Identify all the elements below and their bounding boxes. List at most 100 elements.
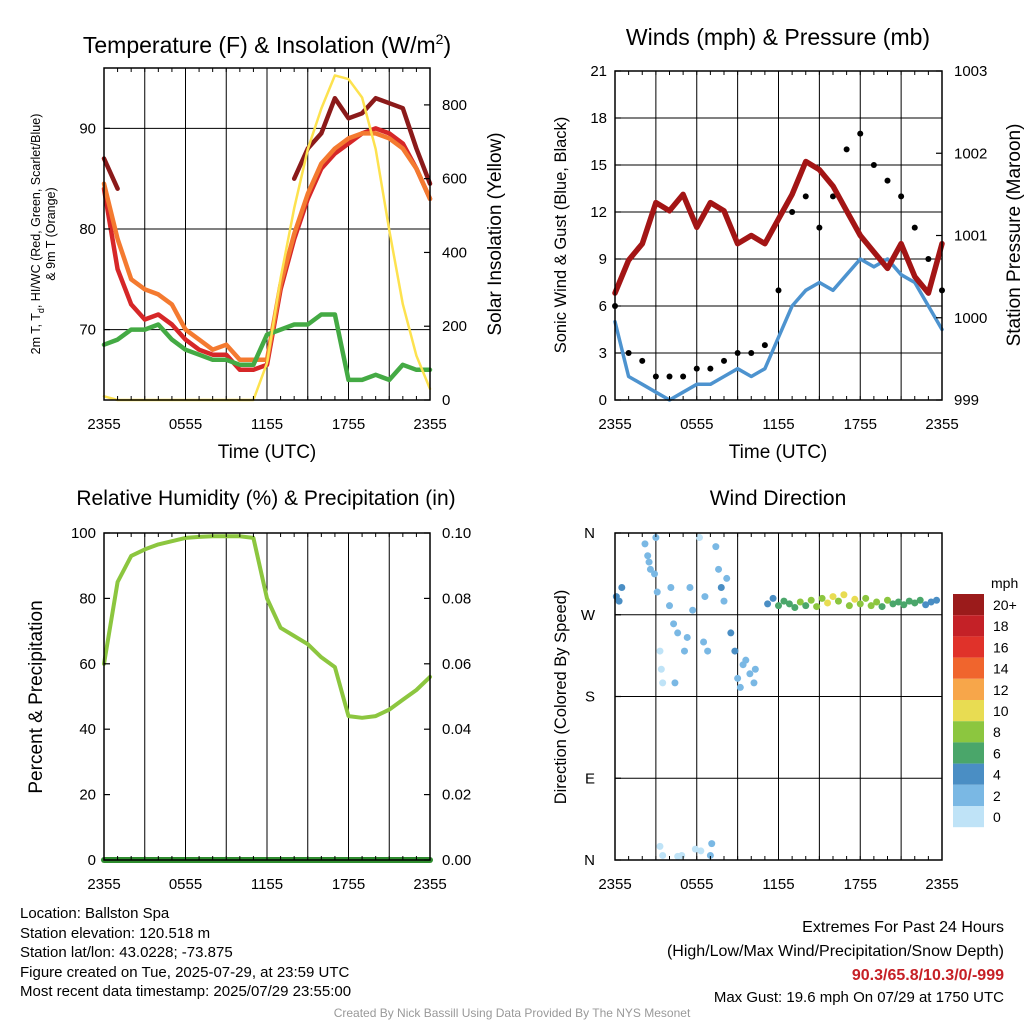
y-tick-label: N [584,525,595,542]
pressure-line [612,158,945,296]
direction-point [717,584,725,591]
direction-point [670,620,678,628]
legend-label: 14 [993,661,1009,677]
y-tick-label: 60 [79,656,96,673]
x-tick-label: 2355 [87,876,120,893]
direction-point [802,602,810,610]
legend-label: 2 [993,788,1001,804]
y-tick-label: 9 [599,251,607,268]
y2-tick-label: 1000 [954,310,987,327]
x-tick-label: 1155 [762,876,794,893]
rh-title: Relative Humidity (%) & Precipitation (i… [76,487,455,510]
extremes-values: 90.3/65.8/10.3/0/-999 [851,967,1004,984]
legend-swatch [953,721,984,743]
direction-point [736,683,744,691]
legend-label: 18 [993,618,1009,634]
direction-point [656,842,664,850]
temp-ylabel-left-line2: & 9m T (Orange) [44,187,58,280]
humidity-line [102,534,432,720]
direction-point [644,552,652,560]
direction-point [775,602,782,610]
gust-point [666,373,673,380]
direction-point [796,598,804,606]
dir-points [612,534,941,860]
dir-grid [615,533,942,860]
direction-point [657,665,665,673]
direction-point [700,638,708,646]
y2-tick-label: 800 [442,97,467,114]
x-tick-label: 2355 [87,416,120,433]
legend-swatch [953,806,984,828]
direction-point [824,599,832,607]
y-tick-label: 21 [590,63,607,80]
y-tick-label: 90 [79,120,96,137]
credit-line: Created By Nick Bassill Using Data Provi… [333,1006,691,1020]
legend-swatch [953,763,984,785]
direction-point [689,606,697,614]
direction-point [680,647,688,655]
gust-point [870,162,877,168]
y-tick-label: 15 [590,157,607,174]
wind-ylabel-right: Station Pressure (Maroon) [1004,124,1024,347]
direction-point [653,588,661,596]
y2-tick-label: 0 [442,392,450,409]
y-tick-label: 12 [590,204,607,221]
direction-point [867,602,875,610]
direction-point [723,574,731,582]
y-tick-label: 0 [599,392,607,409]
y2-tick-label: 0.06 [442,656,471,673]
gust-point [639,357,646,364]
gust-point [898,193,905,200]
rh-ticks: 2355 0555 1155 1755 2355 0 20 40 60 80 100 0.00 0.02… [71,525,471,893]
direction-point [764,600,772,608]
station-elevation: Station elevation: 120.518 m [20,924,211,942]
temp-series-line [101,95,433,191]
direction-point [785,600,793,608]
direction-point [645,558,653,566]
direction-point [878,603,886,611]
x-tick-label: 0555 [680,416,713,433]
direction-point [712,543,720,551]
x-tick-label: 1155 [251,416,283,433]
direction-point [933,596,941,604]
y2-tick-label: 0.04 [442,721,471,738]
direction-point [911,599,919,607]
direction-point [813,603,821,611]
extremes-box: Extremes For Past 24 Hours (High/Low/Max… [667,916,1004,1008]
panel-temperature: 2355 0555 1155 1755 23557080900200400600800 … [29,31,506,463]
gust-point [843,146,850,153]
y2-tick-label: 0.02 [442,787,471,804]
legend-label: 4 [993,767,1001,783]
temp-series [101,74,433,402]
gust-point [830,193,836,200]
direction-point [715,565,723,573]
direction-point [927,598,935,606]
direction-point [656,647,664,655]
y-tick-label: E [585,770,595,787]
panel-winds: 2355 0555 1155 1755 2355 0 3 6 9 12 15 18 21 999 1000 1… [552,24,1024,463]
direction-point [683,633,691,641]
y2-tick-label: 200 [442,318,467,335]
direction-point [641,540,649,548]
direction-point [691,845,699,853]
temp-ticks: 2355 0555 1155 1755 2355 70 80 90 0 200 400 600 800 [79,68,467,433]
y2-tick-label: 0.08 [442,590,471,607]
x-tick-label: 2355 [413,876,446,893]
gust-point [748,350,755,356]
legend-swatch [953,678,984,700]
figure-created: Figure created on Tue, 2025-07-29, at 23… [20,963,350,981]
y-tick-label: 18 [590,110,607,127]
legend-swatch [953,615,984,637]
temp-series-line [101,312,433,383]
y-tick-label: 3 [599,345,607,362]
y-tick-label: 70 [79,322,96,339]
x-tick-label: 1755 [332,876,365,893]
y2-tick-label: 400 [442,244,467,261]
dir-legend: 20+ 18 16 14 12 10 8 6 4 2 0 [953,594,1017,828]
direction-point [651,570,659,578]
direction-point [851,595,859,603]
direction-point [659,679,667,687]
